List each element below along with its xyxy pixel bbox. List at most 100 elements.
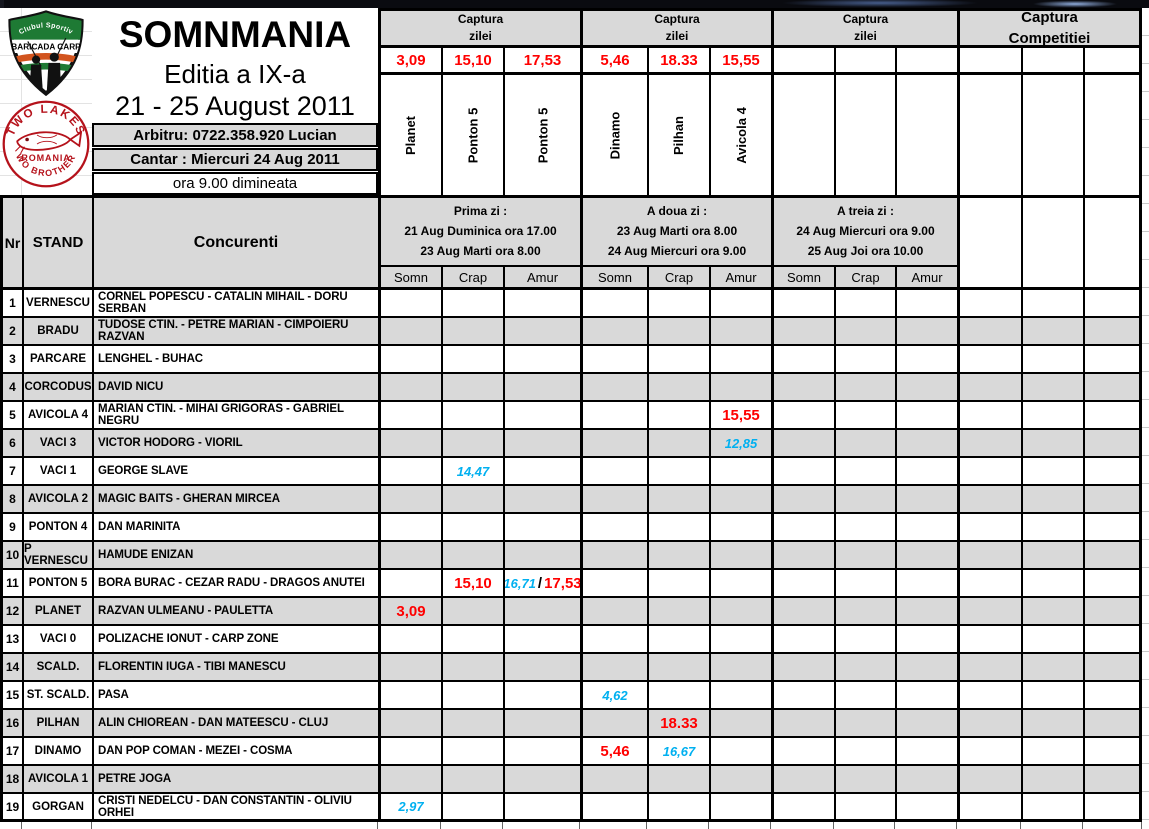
- value-cell[interactable]: 15,55: [709, 402, 771, 428]
- value-cell[interactable]: [378, 626, 441, 652]
- value-cell[interactable]: [378, 290, 441, 316]
- value-cell[interactable]: [503, 654, 580, 680]
- row-number-cell[interactable]: 3: [0, 346, 22, 372]
- value-cell[interactable]: [895, 710, 957, 736]
- value-cell[interactable]: [895, 682, 957, 708]
- stand-cell[interactable]: PARCARE: [22, 346, 92, 372]
- value-cell[interactable]: [580, 570, 647, 596]
- value-cell[interactable]: [441, 290, 503, 316]
- competitiei-cell[interactable]: [1083, 198, 1142, 287]
- best-value-cell[interactable]: 5,46: [580, 48, 647, 72]
- value-cell[interactable]: [957, 430, 1021, 456]
- value-cell[interactable]: [580, 514, 647, 540]
- column-header-concurenti[interactable]: Concurenti: [92, 195, 378, 290]
- value-cell[interactable]: [503, 794, 580, 819]
- stand-name-cell[interactable]: [957, 75, 1021, 195]
- stand-cell[interactable]: DINAMO: [22, 738, 92, 764]
- competitors-cell[interactable]: ALIN CHIOREAN - DAN MATEESCU - CLUJ: [92, 710, 378, 736]
- species-header-cell[interactable]: Crap: [441, 267, 503, 287]
- value-cell[interactable]: [957, 514, 1021, 540]
- value-cell[interactable]: [1021, 738, 1083, 764]
- value-cell[interactable]: [378, 346, 441, 372]
- day3-header[interactable]: A treia zi : 24 Aug Miercuri ora 9.00 25…: [771, 195, 957, 265]
- value-cell[interactable]: [1021, 318, 1083, 344]
- stand-name-cell[interactable]: Pilhan: [647, 75, 709, 195]
- value-cell[interactable]: [378, 514, 441, 540]
- value-cell[interactable]: [441, 682, 503, 708]
- value-cell[interactable]: [957, 682, 1021, 708]
- best-value-cell[interactable]: [771, 48, 834, 72]
- value-cell[interactable]: [709, 514, 771, 540]
- value-cell[interactable]: [1083, 346, 1142, 372]
- row-number-cell[interactable]: 4: [0, 374, 22, 400]
- competitors-cell[interactable]: HAMUDE ENIZAN: [92, 542, 378, 568]
- value-cell[interactable]: [1021, 374, 1083, 400]
- value-cell[interactable]: [647, 374, 709, 400]
- value-cell[interactable]: [1083, 290, 1142, 316]
- competitors-cell[interactable]: CORNEL POPESCU - CATALIN MIHAIL - DORU S…: [92, 290, 378, 316]
- competitors-cell[interactable]: GEORGE SLAVE: [92, 458, 378, 484]
- value-cell[interactable]: [1021, 290, 1083, 316]
- value-cell[interactable]: [895, 514, 957, 540]
- species-header-cell[interactable]: Somn: [378, 267, 441, 287]
- value-cell[interactable]: [441, 402, 503, 428]
- value-cell[interactable]: [647, 654, 709, 680]
- value-cell[interactable]: [503, 710, 580, 736]
- species-header-cell[interactable]: Somn: [580, 267, 647, 287]
- value-cell[interactable]: [378, 738, 441, 764]
- value-cell[interactable]: [580, 794, 647, 819]
- stand-cell[interactable]: VACI 3: [22, 430, 92, 456]
- value-cell[interactable]: [834, 318, 895, 344]
- value-cell[interactable]: [441, 598, 503, 624]
- value-cell[interactable]: [503, 542, 580, 568]
- value-cell[interactable]: [647, 766, 709, 792]
- value-cell[interactable]: [580, 766, 647, 792]
- column-header-nr[interactable]: Nr: [0, 195, 22, 290]
- value-cell[interactable]: [503, 346, 580, 372]
- value-cell[interactable]: [834, 346, 895, 372]
- value-cell[interactable]: [895, 430, 957, 456]
- stand-cell[interactable]: P VERNESCU: [22, 542, 92, 568]
- value-cell[interactable]: 12,85: [709, 430, 771, 456]
- competitors-cell[interactable]: POLIZACHE IONUT - CARP ZONE: [92, 626, 378, 652]
- value-cell[interactable]: [771, 738, 834, 764]
- value-cell[interactable]: [1083, 514, 1142, 540]
- value-cell[interactable]: [1021, 654, 1083, 680]
- row-number-cell[interactable]: 7: [0, 458, 22, 484]
- best-value-cell[interactable]: [895, 48, 957, 72]
- value-cell[interactable]: [647, 682, 709, 708]
- value-cell[interactable]: [1083, 626, 1142, 652]
- competitors-cell[interactable]: DAN POP COMAN - MEZEI - COSMA: [92, 738, 378, 764]
- competitors-cell[interactable]: PASA: [92, 682, 378, 708]
- value-cell[interactable]: [771, 290, 834, 316]
- value-cell[interactable]: [895, 486, 957, 512]
- stand-cell[interactable]: PILHAN: [22, 710, 92, 736]
- competitiei-cell[interactable]: [957, 198, 1021, 287]
- value-cell[interactable]: [1021, 430, 1083, 456]
- row-number-cell[interactable]: 5: [0, 402, 22, 428]
- value-cell[interactable]: [580, 458, 647, 484]
- stand-name-cell[interactable]: Dinamo: [580, 75, 647, 195]
- value-cell[interactable]: [647, 318, 709, 344]
- value-cell[interactable]: [957, 710, 1021, 736]
- stand-cell[interactable]: ST. SCALD.: [22, 682, 92, 708]
- value-cell[interactable]: [771, 402, 834, 428]
- value-cell[interactable]: [647, 290, 709, 316]
- value-cell[interactable]: [647, 570, 709, 596]
- value-cell[interactable]: 14,47: [441, 458, 503, 484]
- value-cell[interactable]: [895, 318, 957, 344]
- value-cell[interactable]: [771, 682, 834, 708]
- value-cell[interactable]: [1021, 542, 1083, 568]
- competitors-cell[interactable]: VICTOR HODORG - VIORIL: [92, 430, 378, 456]
- value-cell[interactable]: [1021, 570, 1083, 596]
- value-cell[interactable]: [1083, 738, 1142, 764]
- value-cell[interactable]: [1021, 402, 1083, 428]
- value-cell[interactable]: [1083, 486, 1142, 512]
- competitors-cell[interactable]: CRISTI NEDELCU - DAN CONSTANTIN - OLIVIU…: [92, 794, 378, 819]
- value-cell[interactable]: [834, 290, 895, 316]
- stand-cell[interactable]: PONTON 5: [22, 570, 92, 596]
- value-cell[interactable]: [957, 738, 1021, 764]
- value-cell[interactable]: [503, 402, 580, 428]
- value-cell[interactable]: [580, 710, 647, 736]
- value-cell[interactable]: [503, 290, 580, 316]
